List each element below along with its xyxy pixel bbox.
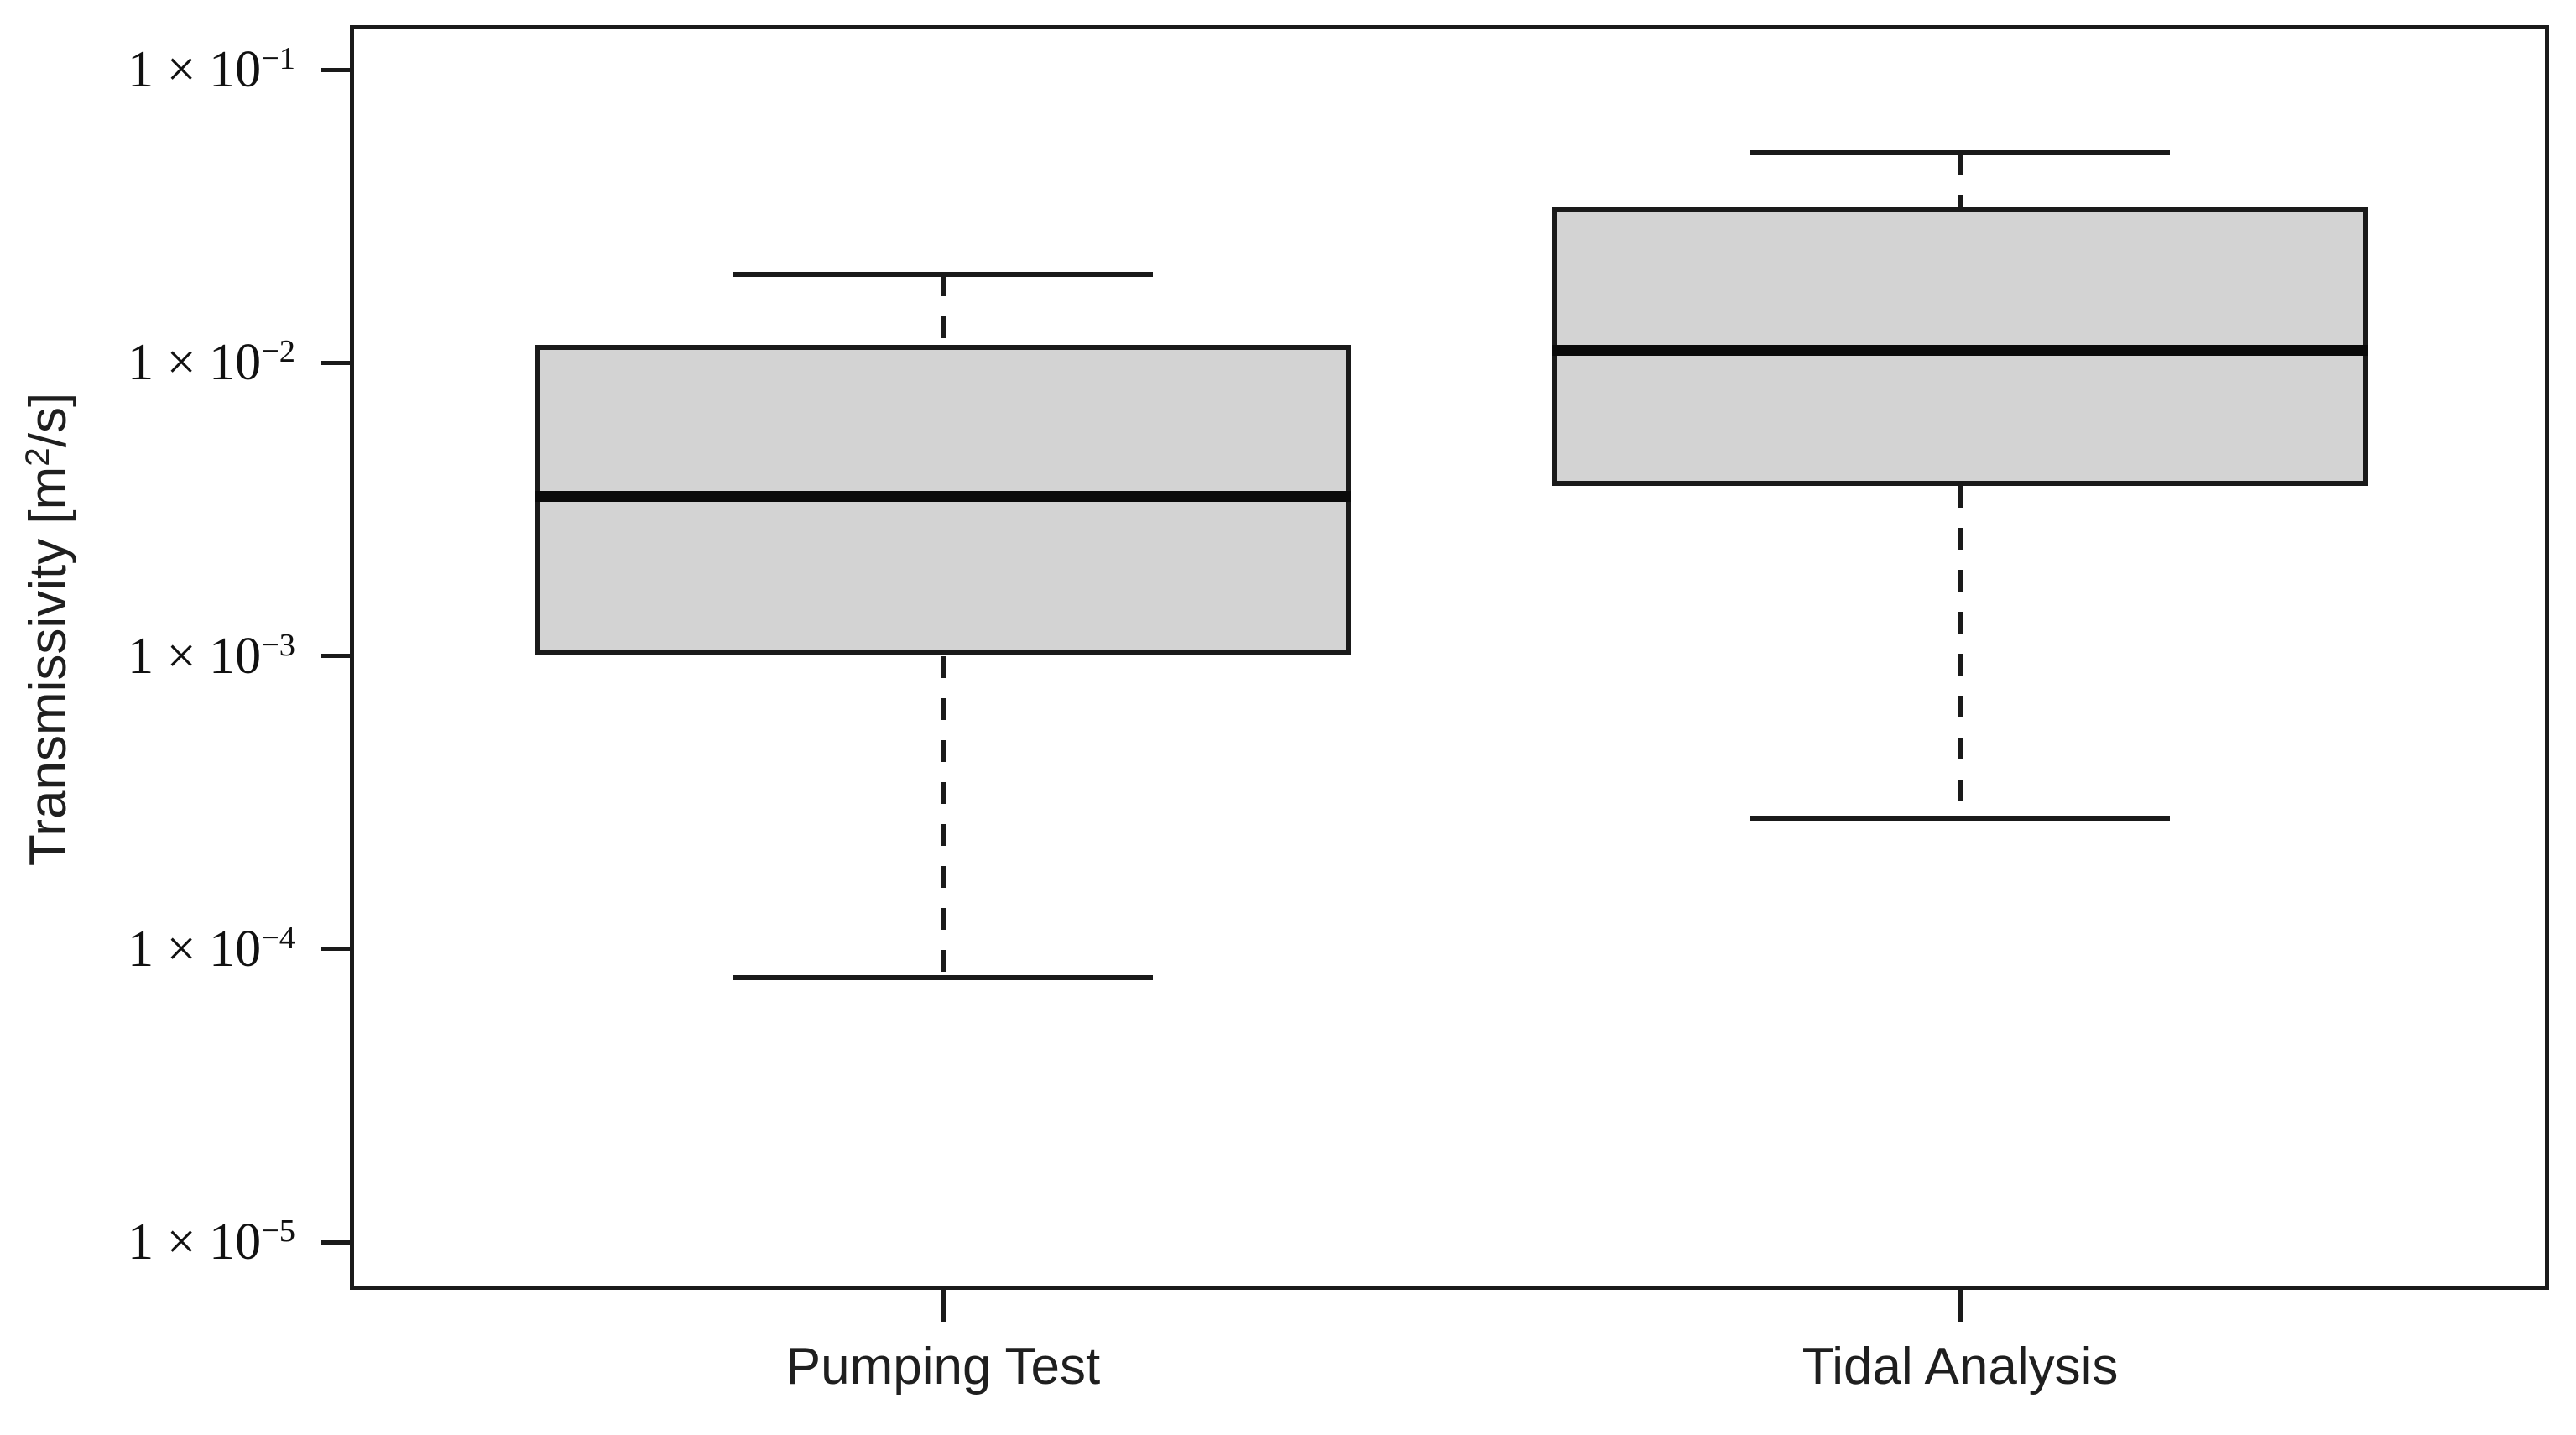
whisker-upper	[941, 274, 946, 346]
y-tick	[321, 67, 350, 72]
whisker-lower	[941, 655, 946, 978]
whisker-cap-lower	[733, 974, 1153, 980]
median-line	[535, 490, 1351, 502]
y-tick-label: 1 × 10−4	[128, 920, 295, 978]
whisker-upper	[1958, 153, 1963, 207]
whisker-cap-upper	[1750, 150, 2170, 156]
whisker-cap-lower	[1750, 815, 2170, 821]
plot-frame	[350, 25, 2549, 1290]
whisker-cap-upper	[733, 272, 1153, 278]
median-line	[1552, 345, 2368, 357]
x-category-label: Pumping Test	[785, 1338, 1101, 1396]
y-tick	[321, 947, 350, 952]
x-tick	[1958, 1290, 1963, 1322]
y-tick-label: 1 × 10−1	[128, 40, 295, 98]
y-tick-label: 1 × 10−5	[128, 1213, 295, 1271]
x-category-label: Tidal Analysis	[1802, 1338, 2119, 1396]
whisker-lower	[1958, 486, 1963, 818]
y-tick	[321, 654, 350, 658]
y-tick-label: 1 × 10−2	[128, 334, 295, 392]
y-tick	[321, 360, 350, 365]
x-tick	[941, 1290, 946, 1322]
y-tick-label: 1 × 10−3	[128, 627, 295, 685]
y-tick	[321, 1239, 350, 1245]
